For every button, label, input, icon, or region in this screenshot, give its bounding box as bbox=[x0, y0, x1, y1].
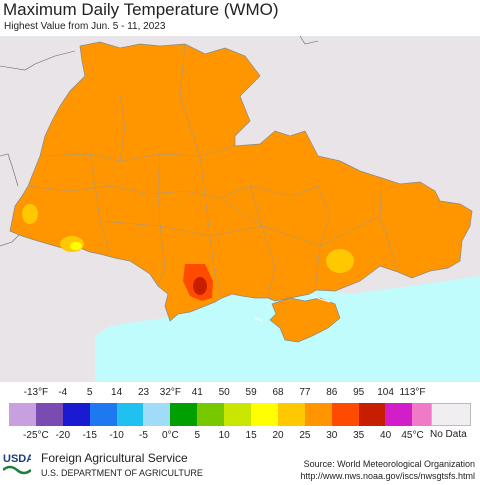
celsius-tick-label: -20 bbox=[55, 430, 71, 441]
legend-swatch bbox=[224, 403, 252, 426]
border-line bbox=[299, 36, 319, 45]
usda-logo: USDA bbox=[3, 453, 31, 475]
legend-swatch bbox=[89, 403, 117, 426]
oblast-border bbox=[89, 153, 111, 255]
legend-swatch bbox=[143, 403, 171, 426]
celsius-tick-label: 15 bbox=[245, 430, 257, 441]
fahrenheit-tick-label: 50 bbox=[218, 387, 230, 398]
fahrenheit-tick-label: 32°F bbox=[159, 387, 182, 398]
celsius-tick-label: -15 bbox=[82, 430, 97, 441]
legend-swatch bbox=[358, 403, 386, 426]
oblast-border bbox=[27, 185, 319, 199]
footer: USDA Foreign Agricultural Service U.S. D… bbox=[0, 445, 480, 485]
no-data-label: No Data bbox=[430, 429, 467, 440]
oblast-border bbox=[314, 185, 331, 291]
coast-line bbox=[254, 317, 263, 322]
no-data-swatch bbox=[431, 403, 471, 426]
color-scale-bar bbox=[9, 403, 440, 426]
agency-name: Foreign Agricultural Service bbox=[41, 451, 188, 465]
oblast-border bbox=[119, 95, 126, 162]
celsius-tick-label: 0°C bbox=[161, 430, 179, 441]
legend-swatch bbox=[62, 403, 90, 426]
celsius-tick-label: -25°C bbox=[23, 430, 49, 441]
oblast-border bbox=[99, 220, 263, 237]
fahrenheit-tick-label: 95 bbox=[353, 387, 365, 398]
warm-spot-east bbox=[326, 249, 354, 273]
oblast-border bbox=[179, 43, 201, 157]
map-title: Maximum Daily Temperature (WMO) bbox=[3, 0, 279, 19]
temperature-map bbox=[0, 36, 480, 382]
hottest-spot-odesa bbox=[193, 277, 207, 295]
celsius-tick-label: 30 bbox=[326, 430, 338, 441]
fahrenheit-tick-label: 41 bbox=[191, 387, 203, 398]
celsius-tick-label: 45°C bbox=[401, 430, 424, 441]
fahrenheit-tick-label: 68 bbox=[272, 387, 284, 398]
fahrenheit-tick-label: 14 bbox=[111, 387, 123, 398]
celsius-tick-label: 40 bbox=[380, 430, 392, 441]
oblast-border bbox=[219, 197, 381, 247]
legend-swatch bbox=[170, 403, 198, 426]
warm-spot-west bbox=[22, 204, 38, 224]
fahrenheit-tick-label: 23 bbox=[137, 387, 150, 398]
color-legend: -13°F -4 5 14 23 32°F 41 50 59 68 77 86 95 104 113°F -… bbox=[0, 382, 480, 442]
department-name: U.S. DEPARTMENT OF AGRICULTURE bbox=[41, 468, 203, 478]
source-credit: Source: World Meteorological Organizatio… bbox=[303, 459, 475, 469]
celsius-tick-label: -10 bbox=[109, 430, 124, 441]
fahrenheit-tick-label: 104 bbox=[377, 387, 394, 398]
crimea-region bbox=[269, 297, 341, 343]
source-url: http://www.nws.noaa.gov/iscs/nwsgtsfs.ht… bbox=[300, 471, 475, 481]
legend-swatch bbox=[277, 403, 305, 426]
fahrenheit-tick-label: 86 bbox=[326, 387, 338, 398]
oblast-border bbox=[379, 177, 399, 273]
warm-spot-southwest-core bbox=[70, 242, 82, 250]
legend-swatch bbox=[385, 403, 413, 426]
celsius-tick-label: 20 bbox=[272, 430, 284, 441]
legend-swatch bbox=[116, 403, 144, 426]
fahrenheit-tick-label: 5 bbox=[86, 387, 93, 398]
celsius-tick-label: 35 bbox=[353, 430, 365, 441]
legend-swatch bbox=[304, 403, 332, 426]
border-line bbox=[0, 153, 19, 187]
fahrenheit-tick-label: 59 bbox=[245, 387, 257, 398]
legend-swatch bbox=[251, 403, 278, 426]
legend-swatch bbox=[197, 403, 225, 426]
celsius-tick-label: -5 bbox=[139, 430, 148, 441]
oblast-border bbox=[39, 145, 236, 162]
map-subtitle: Highest Value from Jun. 5 - 11, 2023 bbox=[4, 21, 166, 32]
celsius-tick-label: 25 bbox=[299, 430, 311, 441]
fahrenheit-tick-label: -13°F bbox=[23, 387, 49, 398]
fahrenheit-tick-label: 77 bbox=[299, 387, 311, 398]
fahrenheit-tick-label: -4 bbox=[58, 387, 68, 398]
fahrenheit-tick-label: 113°F bbox=[399, 387, 426, 398]
oblast-border bbox=[249, 185, 276, 299]
celsius-tick-label: 5 bbox=[194, 430, 201, 441]
legend-swatch bbox=[35, 403, 63, 426]
coast-line bbox=[309, 293, 331, 303]
legend-swatch bbox=[331, 403, 359, 426]
border-line bbox=[0, 50, 76, 71]
legend-swatch bbox=[9, 403, 36, 426]
celsius-tick-label: 10 bbox=[218, 430, 230, 441]
usda-logo-text: USDA bbox=[3, 453, 31, 465]
